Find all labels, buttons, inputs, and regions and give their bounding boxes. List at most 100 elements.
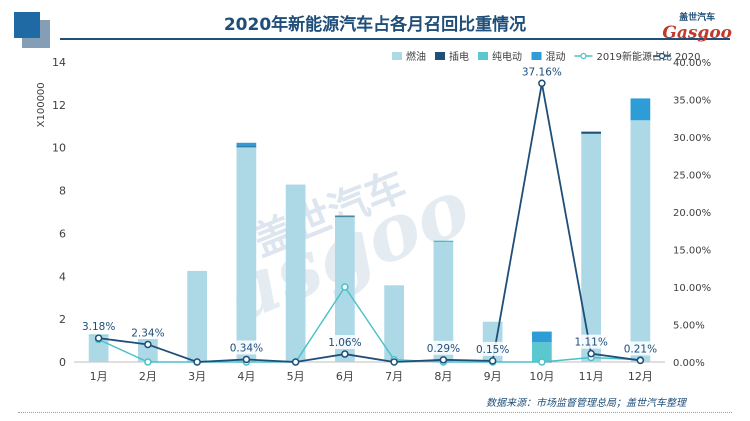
x-tick-label: 3月 xyxy=(188,370,206,383)
y2-tick-label: 10.00% xyxy=(673,283,711,294)
data-source-note: 数据来源：市场监督管理总局；盖世汽车整理 xyxy=(486,398,686,409)
y2-tick-label: 5.00% xyxy=(673,321,705,332)
data-label-2020: 2.34% xyxy=(131,327,164,339)
corner-decoration-front xyxy=(14,12,40,38)
bar-fuel xyxy=(581,133,601,362)
legend-label-hybrid: 混动 xyxy=(546,51,566,63)
x-tick-label: 12月 xyxy=(628,370,653,383)
legend-label-phev: 插电 xyxy=(449,50,469,63)
y-tick-label: 12 xyxy=(52,99,66,112)
x-tick-label: 5月 xyxy=(287,370,305,383)
bar-hybrid xyxy=(532,331,552,343)
point-line2020 xyxy=(439,356,448,364)
point-line2019 xyxy=(144,358,152,366)
y-tick-label: 0 xyxy=(59,356,66,369)
legend-swatch-phev xyxy=(435,52,445,60)
data-label-2020: 1.06% xyxy=(328,337,361,349)
bar-phev xyxy=(236,146,257,148)
x-tick-label: 1月 xyxy=(90,370,108,383)
data-label-2020: 1.11% xyxy=(574,337,607,349)
bar-hybrid xyxy=(236,142,257,147)
data-label-2020: 0.34% xyxy=(230,342,263,354)
bar-fuel xyxy=(285,184,306,362)
y-tick-label: 2 xyxy=(59,313,66,326)
bar-hybrid xyxy=(630,98,651,121)
legend-marker-line2019 xyxy=(580,52,587,60)
logo-en-text: Gasgoo xyxy=(662,23,732,43)
logo-cn-text: 盖世汽车 xyxy=(679,13,716,23)
data-label-bg xyxy=(80,319,117,334)
point-line2020 xyxy=(144,340,152,349)
legend-swatch-fuel xyxy=(392,52,402,60)
x-tick-label: 9月 xyxy=(484,370,502,383)
data-label-bg xyxy=(425,340,462,355)
bar-ev xyxy=(532,342,552,362)
point-line2020 xyxy=(587,349,595,358)
y-unit-label: X100000 xyxy=(36,82,47,127)
y2-tick-label: 0.00% xyxy=(673,358,705,369)
point-line2020 xyxy=(341,350,349,358)
line-line2019 xyxy=(98,285,641,363)
bar-ev xyxy=(335,215,355,217)
legend-label-fuel: 燃油 xyxy=(406,50,426,63)
point-line2020 xyxy=(390,358,398,366)
data-label-2020: 0.15% xyxy=(476,344,509,356)
bar-fuel xyxy=(630,120,651,363)
bar-phev xyxy=(335,216,355,218)
x-tick-label: 6月 xyxy=(336,370,354,383)
x-tick-label: 8月 xyxy=(434,370,452,383)
y2-tick-label: 20.00% xyxy=(673,208,711,219)
y-tick-label: 10 xyxy=(52,142,66,155)
data-label-bg xyxy=(622,341,659,356)
y-tick-label: 8 xyxy=(59,185,66,198)
point-line2020 xyxy=(538,79,546,88)
bar-fuel xyxy=(236,146,257,362)
brand-logo: 盖世汽车 Gasgoo xyxy=(662,10,732,43)
bar-fuel xyxy=(187,270,207,362)
x-tick-label: 7月 xyxy=(385,370,403,383)
legend-label-line2019: 2019新能源占比 xyxy=(597,50,672,63)
bar-fuel xyxy=(433,241,454,362)
point-line2020 xyxy=(94,334,103,342)
data-label-bg xyxy=(520,64,563,79)
point-line2019 xyxy=(341,283,349,291)
data-label-bg xyxy=(228,340,265,355)
y-tick-label: 4 xyxy=(59,270,66,283)
bar-fuel xyxy=(384,285,404,362)
data-label-bg xyxy=(573,334,609,349)
bar-ev xyxy=(138,339,158,341)
y2-tick-label: 25.00% xyxy=(673,171,711,182)
legend-swatch-ev xyxy=(478,52,488,60)
point-line2020 xyxy=(242,355,251,364)
x-tick-label: 10月 xyxy=(529,370,554,383)
data-label-bg xyxy=(474,341,511,356)
legend-label-line2020: 2020 xyxy=(675,52,700,63)
point-line2020 xyxy=(291,358,300,366)
data-label-2020: 0.29% xyxy=(427,343,460,355)
bar-phev xyxy=(581,131,601,134)
point-line2020 xyxy=(488,357,497,365)
footer-divider xyxy=(18,412,732,413)
data-label-2020: 37.16% xyxy=(522,66,562,78)
y-tick-label: 6 xyxy=(59,227,66,240)
x-tick-label: 11月 xyxy=(579,370,604,383)
point-line2020 xyxy=(193,358,201,366)
y2-tick-label: 15.00% xyxy=(673,246,711,257)
data-label-bg xyxy=(130,325,166,340)
bar-ev xyxy=(433,240,454,242)
legend-label-ev: 纯电动 xyxy=(492,50,522,63)
point-line2020 xyxy=(636,356,645,365)
x-tick-label: 2月 xyxy=(139,370,157,383)
title-underline xyxy=(60,38,730,40)
data-label-bg xyxy=(327,335,363,350)
bar-fuel xyxy=(138,339,158,362)
chart-title: 2020年新能源汽车占各月召回比重情况 xyxy=(223,15,527,35)
data-label-2020: 0.21% xyxy=(624,343,657,355)
point-line2019 xyxy=(538,358,546,366)
data-label-2020: 3.18% xyxy=(82,321,115,333)
line-line2020 xyxy=(98,83,641,363)
legend-marker-line2020 xyxy=(658,52,666,60)
x-tick-label: 4月 xyxy=(237,370,255,383)
y2-tick-label: 30.00% xyxy=(673,133,711,144)
